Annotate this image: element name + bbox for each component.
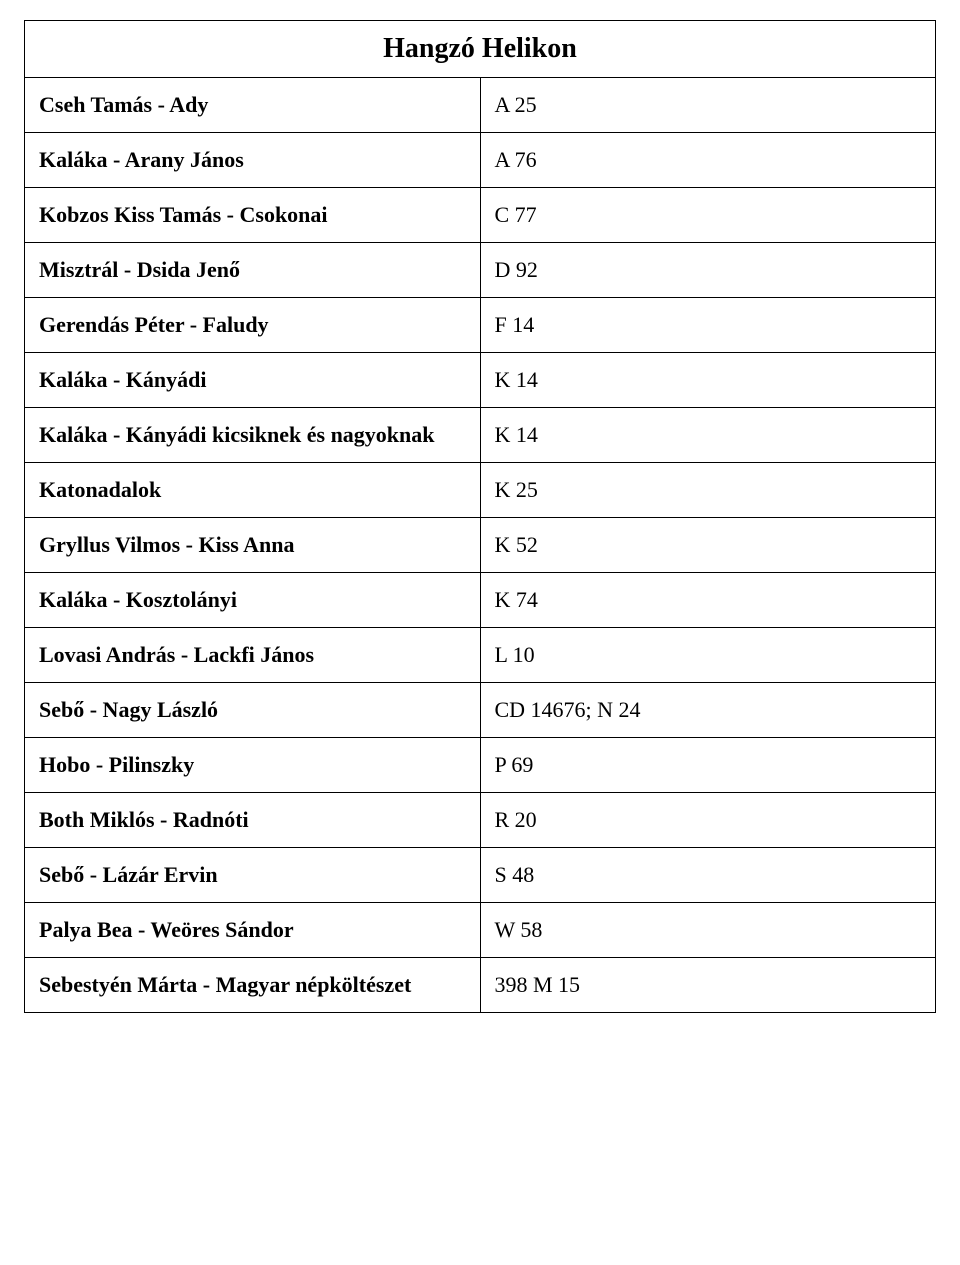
row-code: C 77 [480,188,936,243]
table-row: Hobo - Pilinszky P 69 [25,738,936,793]
table-title: Hangzó Helikon [25,21,936,78]
row-code: CD 14676; N 24 [480,683,936,738]
table-row: Gerendás Péter - Faludy F 14 [25,298,936,353]
row-name: Hobo - Pilinszky [25,738,481,793]
row-code: K 14 [480,353,936,408]
row-name: Cseh Tamás - Ady [25,78,481,133]
title-row: Hangzó Helikon [25,21,936,78]
table-row: Kobzos Kiss Tamás - Csokonai C 77 [25,188,936,243]
row-code: K 25 [480,463,936,518]
row-name: Palya Bea - Weöres Sándor [25,903,481,958]
row-name: Kaláka - Kányádi [25,353,481,408]
table-row: Sebestyén Márta - Magyar népköltészet 39… [25,958,936,1013]
table-row: Kaláka - Kányádi kicsiknek és nagyoknak … [25,408,936,463]
row-name: Gryllus Vilmos - Kiss Anna [25,518,481,573]
table-row: Lovasi András - Lackfi János L 10 [25,628,936,683]
row-code: 398 M 15 [480,958,936,1013]
row-name: Misztrál - Dsida Jenő [25,243,481,298]
table-row: Kaláka - Arany János A 76 [25,133,936,188]
row-code: F 14 [480,298,936,353]
row-name: Sebestyén Márta - Magyar népköltészet [25,958,481,1013]
row-name: Lovasi András - Lackfi János [25,628,481,683]
row-name: Both Miklós - Radnóti [25,793,481,848]
row-code: A 76 [480,133,936,188]
row-code: R 20 [480,793,936,848]
row-name: Katonadalok [25,463,481,518]
row-code: K 74 [480,573,936,628]
table-row: Kaláka - Kányádi K 14 [25,353,936,408]
row-code: K 14 [480,408,936,463]
table-row: Gryllus Vilmos - Kiss Anna K 52 [25,518,936,573]
row-code: L 10 [480,628,936,683]
row-name: Sebő - Nagy László [25,683,481,738]
table-row: Misztrál - Dsida Jenő D 92 [25,243,936,298]
table-row: Sebő - Nagy László CD 14676; N 24 [25,683,936,738]
row-name: Kobzos Kiss Tamás - Csokonai [25,188,481,243]
table-row: Kaláka - Kosztolányi K 74 [25,573,936,628]
page-container: Hangzó Helikon Cseh Tamás - Ady A 25 Kal… [0,0,960,1033]
row-name: Sebő - Lázár Ervin [25,848,481,903]
row-code: P 69 [480,738,936,793]
row-code: W 58 [480,903,936,958]
row-name: Gerendás Péter - Faludy [25,298,481,353]
table-row: Both Miklós - Radnóti R 20 [25,793,936,848]
row-code: S 48 [480,848,936,903]
row-name: Kaláka - Kányádi kicsiknek és nagyoknak [25,408,481,463]
table-row: Sebő - Lázár Ervin S 48 [25,848,936,903]
catalog-table: Hangzó Helikon Cseh Tamás - Ady A 25 Kal… [24,20,936,1013]
row-code: D 92 [480,243,936,298]
row-name: Kaláka - Arany János [25,133,481,188]
row-code: A 25 [480,78,936,133]
table-row: Katonadalok K 25 [25,463,936,518]
row-code: K 52 [480,518,936,573]
row-name: Kaláka - Kosztolányi [25,573,481,628]
table-row: Cseh Tamás - Ady A 25 [25,78,936,133]
table-row: Palya Bea - Weöres Sándor W 58 [25,903,936,958]
